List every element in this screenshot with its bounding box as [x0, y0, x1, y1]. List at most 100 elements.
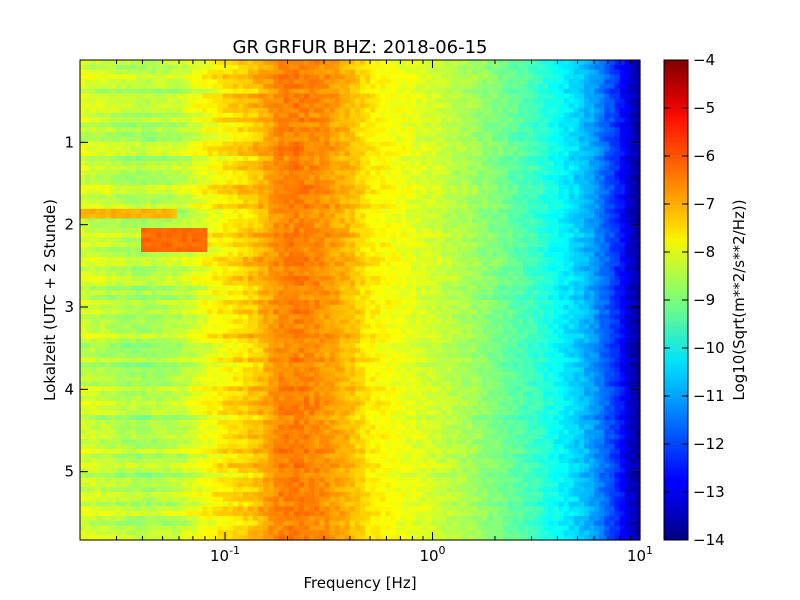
heatmap-cell	[604, 204, 611, 210]
heatmap-cell	[634, 194, 641, 200]
heatmap-cell	[558, 247, 565, 253]
heatmap-cell	[329, 223, 336, 229]
heatmap-cell	[217, 247, 224, 253]
heatmap-cell	[161, 256, 168, 263]
heatmap-cell	[202, 98, 208, 104]
heatmap-cell	[385, 218, 392, 224]
heatmap-cell	[171, 242, 178, 248]
heatmap-cell	[517, 208, 524, 215]
heatmap-cell	[329, 261, 336, 267]
heatmap-cell	[497, 175, 504, 181]
heatmap-cell	[80, 146, 86, 152]
heatmap-cell	[492, 165, 499, 171]
heatmap-cell	[538, 79, 544, 85]
heatmap-cell	[248, 156, 254, 162]
heatmap-cell	[334, 108, 341, 114]
heatmap-cell	[232, 112, 239, 119]
heatmap-cell	[161, 266, 168, 272]
heatmap-cell	[202, 151, 208, 157]
heatmap-cell	[192, 60, 198, 66]
heatmap-cell	[360, 218, 366, 224]
heatmap-cell	[146, 261, 152, 267]
heatmap-cell	[446, 156, 453, 162]
heatmap-cell	[329, 252, 336, 258]
heatmap-cell	[136, 170, 142, 176]
heatmap-cell	[395, 146, 402, 152]
heatmap-cell	[522, 170, 529, 176]
heatmap-cell	[283, 189, 290, 195]
heatmap-cell	[192, 175, 198, 181]
heatmap-cell	[258, 204, 264, 210]
heatmap-cell	[181, 213, 188, 219]
heatmap-cell	[288, 261, 295, 267]
heatmap-cell	[197, 93, 203, 99]
heatmap-cell	[202, 108, 208, 114]
heatmap-cell	[568, 189, 575, 195]
heatmap-cell	[416, 160, 422, 167]
heatmap-cell	[125, 271, 132, 277]
heatmap-cell	[472, 74, 478, 80]
heatmap-cell	[80, 88, 86, 95]
heatmap-cell	[253, 88, 259, 95]
heatmap-cell	[522, 213, 529, 219]
heatmap-cell	[543, 228, 549, 234]
heatmap-cell	[217, 208, 224, 215]
heatmap-cell	[522, 165, 529, 171]
heatmap-cell	[278, 213, 285, 219]
heatmap-cell	[568, 160, 575, 167]
heatmap-cell	[105, 194, 112, 200]
heatmap-cell	[416, 184, 422, 191]
heatmap-cell	[436, 112, 443, 119]
heatmap-cell	[375, 252, 381, 258]
heatmap-cell	[365, 271, 371, 277]
heatmap-cell	[482, 208, 488, 215]
heatmap-cell	[258, 208, 264, 215]
heatmap-cell	[151, 132, 157, 138]
heatmap-cell	[314, 242, 320, 248]
heatmap-cell	[319, 271, 325, 277]
heatmap-cell	[410, 232, 417, 239]
heatmap-cell	[181, 175, 188, 181]
heatmap-cell	[324, 228, 331, 234]
heatmap-cell	[146, 256, 152, 263]
heatmap-cell	[507, 170, 514, 176]
heatmap-cell	[548, 160, 555, 167]
heatmap-cell	[207, 127, 213, 133]
heatmap-cell	[146, 232, 152, 239]
heatmap-cell	[563, 79, 570, 85]
heatmap-cell	[156, 108, 163, 114]
heatmap-cell	[604, 141, 611, 147]
heatmap-cell	[400, 156, 407, 162]
heatmap-cell	[466, 98, 473, 104]
heatmap-cell	[604, 160, 611, 167]
heatmap-cell	[400, 194, 407, 200]
heatmap-cell	[395, 165, 402, 171]
heatmap-cell	[110, 141, 117, 147]
heatmap-cell	[90, 165, 96, 171]
heatmap-cell	[232, 228, 239, 234]
heatmap-cell	[599, 60, 605, 66]
heatmap-cell	[354, 117, 361, 123]
heatmap-cell	[227, 74, 234, 80]
heatmap-cell	[146, 228, 152, 234]
heatmap-cell	[207, 271, 213, 277]
heatmap-cell	[156, 156, 163, 162]
heatmap-cell	[441, 69, 448, 75]
heatmap-cell	[609, 112, 616, 119]
heatmap-cell	[594, 141, 600, 147]
heatmap-cell	[482, 74, 488, 80]
heatmap-cell	[186, 146, 193, 152]
heatmap-cell	[120, 74, 127, 80]
heatmap-cell	[370, 184, 376, 191]
heatmap-cell	[115, 156, 122, 162]
heatmap-cell	[568, 103, 575, 109]
heatmap-cell	[584, 103, 590, 109]
heatmap-cell	[176, 136, 183, 143]
heatmap-cell	[100, 228, 107, 234]
heatmap-cell	[329, 160, 336, 167]
heatmap-cell	[242, 74, 249, 80]
heatmap-cell	[522, 252, 529, 258]
heatmap-cell	[237, 146, 244, 152]
heatmap-cell	[487, 84, 493, 90]
heatmap-cell	[161, 69, 168, 75]
